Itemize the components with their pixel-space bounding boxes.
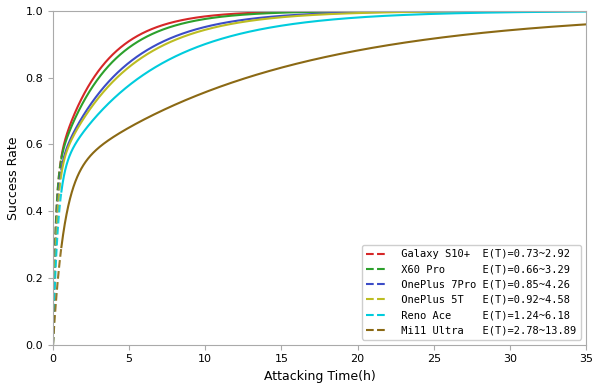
Legend:  Galaxy S10+  E(T)=0.73~2.92,  X60 Pro      E(T)=0.66~3.29,  OnePlus 7Pro E(T)=0: Galaxy S10+ E(T)=0.73~2.92, X60 Pro E(T)…: [362, 245, 581, 340]
Y-axis label: Success Rate: Success Rate: [7, 136, 20, 220]
X-axis label: Attacking Time(h): Attacking Time(h): [263, 370, 376, 383]
